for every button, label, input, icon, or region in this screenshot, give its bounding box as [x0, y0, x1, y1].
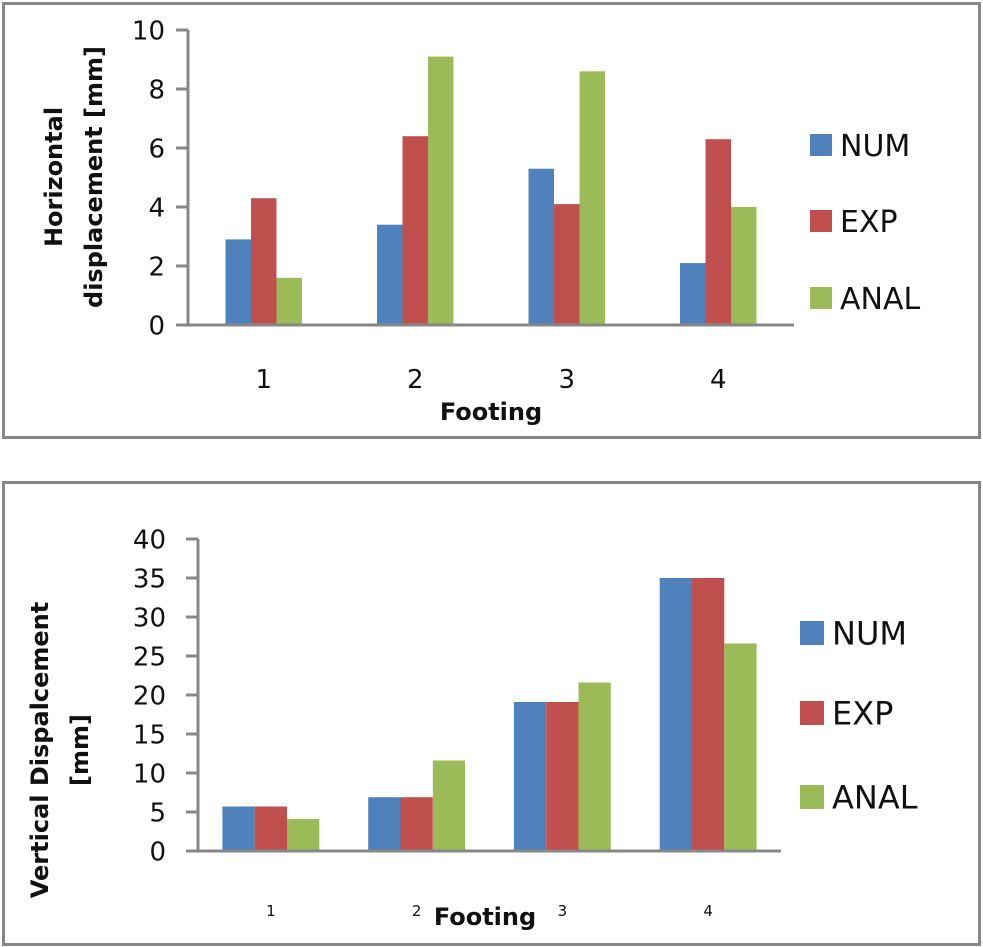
bar-num-footing-4 — [680, 263, 706, 325]
legend-swatch-num — [810, 134, 832, 156]
x-category-label: 1 — [266, 902, 276, 920]
bar-exp-footing-1 — [254, 806, 287, 851]
bar-num-footing-3 — [513, 702, 547, 851]
legend-swatch-num — [800, 621, 824, 645]
y-tick-label: 20 — [133, 681, 166, 711]
y-tick-label: 25 — [133, 642, 166, 672]
legend: NUM EXP ANAL — [810, 129, 920, 317]
y-tick-label: 0 — [149, 837, 166, 867]
x-category-label: 3 — [558, 902, 568, 920]
bar-anal-footing-2 — [432, 760, 466, 851]
bar-num-footing-1 — [222, 806, 255, 851]
bar-num-footing-3 — [528, 168, 554, 325]
y-tick-label: 10 — [133, 759, 166, 789]
x-axis-title: Footing — [434, 903, 536, 931]
bar-exp-footing-4 — [692, 578, 725, 851]
legend-swatch-anal — [800, 785, 824, 809]
legend-label-anal: ANAL — [832, 779, 918, 817]
x-category-label: 4 — [710, 365, 727, 395]
y-axis-title: Horizontal — [40, 107, 68, 247]
y-tick-label: 35 — [133, 564, 166, 594]
bar-exp-footing-2 — [402, 136, 428, 325]
y-tick-label: 8 — [148, 75, 165, 105]
x-category-label: 2 — [412, 902, 422, 920]
bar-exp-footing-4 — [705, 139, 731, 325]
x-category-label: 4 — [703, 902, 713, 920]
bar-num-footing-1 — [225, 239, 251, 325]
y-tick-label: 40 — [133, 525, 166, 555]
bar-anal-footing-4 — [731, 207, 757, 325]
bar-num-footing-2 — [377, 224, 403, 325]
legend-label-exp: EXP — [832, 695, 893, 733]
y-tick-label: 15 — [133, 720, 166, 750]
bar-anal-footing-3 — [578, 682, 611, 851]
y-axis-title: [mm] — [66, 714, 94, 786]
legend-label-anal: ANAL — [840, 282, 920, 317]
y-axis-title: Vertical Dispalcement — [26, 602, 54, 898]
x-category-label: 2 — [407, 365, 424, 395]
bar-anal-footing-2 — [428, 56, 454, 325]
y-tick-label: 0 — [148, 311, 165, 341]
legend-swatch-anal — [810, 287, 832, 309]
bar-anal-footing-4 — [724, 643, 757, 851]
y-tick-label: 6 — [148, 134, 165, 164]
bar-anal-footing-3 — [579, 71, 605, 325]
bar-num-footing-2 — [368, 797, 401, 851]
bar-exp-footing-3 — [554, 204, 580, 325]
x-axis-title: Footing — [440, 398, 542, 426]
legend-swatch-exp — [810, 210, 832, 232]
y-axis-title: displacement [mm] — [80, 46, 108, 308]
bar-exp-footing-1 — [251, 198, 277, 325]
y-tick-label: 5 — [149, 798, 166, 828]
x-category-label: 3 — [558, 365, 575, 395]
bar-num-footing-4 — [659, 578, 692, 851]
y-tick-label: 10 — [132, 16, 165, 46]
legend-label-num: NUM — [832, 615, 907, 653]
legend-label-num: NUM — [840, 129, 910, 164]
legend: NUM EXP ANAL — [800, 615, 918, 817]
bar-exp-footing-3 — [546, 702, 579, 851]
y-tick-label: 30 — [133, 603, 166, 633]
x-category-label: 1 — [255, 365, 272, 395]
bar-anal-footing-1 — [287, 819, 320, 851]
vertical-chart: 0 5 10 15 20 25 30 35 40 1 2 3 4 Footing Vertical Disp… — [26, 525, 918, 931]
legend-label-exp: EXP — [840, 205, 898, 240]
y-tick-label: 2 — [148, 252, 165, 282]
y-tick-label: 4 — [148, 193, 165, 223]
legend-swatch-exp — [800, 701, 824, 725]
bar-exp-footing-2 — [400, 797, 433, 851]
bar-anal-footing-1 — [276, 277, 302, 325]
